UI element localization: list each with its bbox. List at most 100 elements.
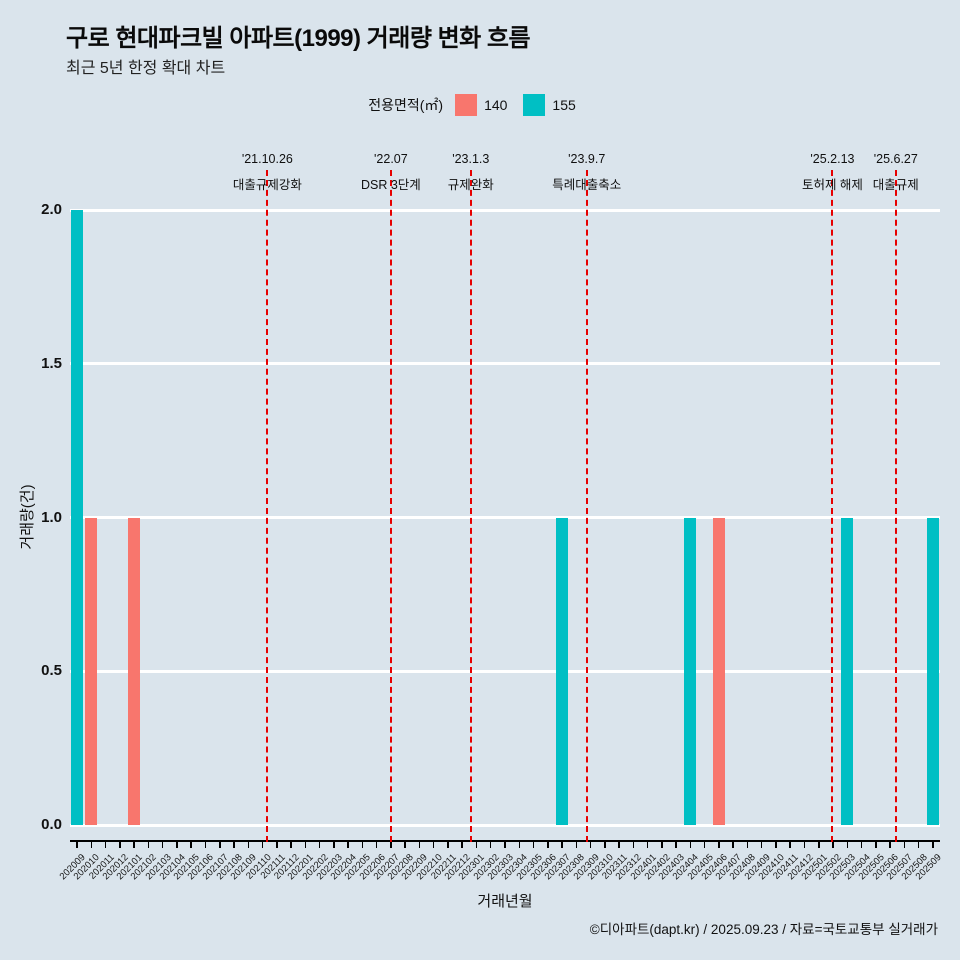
annotation-line (894, 170, 897, 842)
x-tick (447, 842, 449, 848)
x-tick (875, 842, 877, 848)
annotation-label: 대출규제 (872, 178, 919, 192)
x-tick (190, 842, 192, 848)
x-tick (247, 842, 250, 848)
annotation-date: '23.9.7 (568, 152, 606, 166)
bar-155-202503 (841, 517, 854, 825)
y-tick-label: 0.0 (41, 816, 62, 833)
x-tick (318, 842, 321, 848)
x-tick (119, 842, 121, 848)
chart-title: 구로 현대파크빌 아파트(1999) 거래량 변화 흐름 (66, 25, 531, 52)
legend-title: 전용면적(㎡) (368, 97, 444, 113)
annotation-date: '22.07 (374, 152, 408, 166)
y-axis-title: 거래량(건) (19, 484, 36, 550)
annotation-date: '21.10.26 (241, 152, 293, 166)
legend-item-label-140: 140 (484, 97, 508, 113)
x-tick (304, 842, 307, 848)
x-tick (746, 842, 749, 848)
x-tick (646, 842, 649, 848)
x-tick (204, 842, 207, 848)
x-tick (361, 842, 364, 848)
x-tick (375, 842, 378, 848)
bar-155-202404 (684, 517, 697, 825)
legend-swatch-140 (455, 94, 478, 116)
x-tick (846, 842, 849, 848)
x-tick (233, 842, 235, 848)
annotation-date: '25.6.27 (873, 152, 918, 166)
gridline (70, 362, 940, 366)
x-tick (775, 842, 777, 848)
x-tick (589, 842, 592, 848)
legend-items: 140 155 (455, 94, 592, 116)
x-tick (261, 842, 264, 848)
x-tick (347, 842, 349, 848)
x-tick (475, 842, 478, 848)
legend-swatch-155 (523, 94, 546, 116)
annotation-line (469, 170, 472, 842)
x-tick (161, 842, 164, 848)
x-tick (718, 842, 720, 848)
x-tick (760, 842, 763, 848)
chart-subtitle: 최근 5년 한정 확대 차트 (66, 60, 226, 77)
bar-155-202307 (556, 517, 569, 825)
x-tick (575, 842, 578, 848)
x-tick (276, 842, 278, 848)
bar-155-202009 (71, 210, 84, 825)
bar-140-202101 (128, 517, 141, 825)
x-tick (889, 842, 891, 848)
x-axis-line (70, 840, 940, 842)
annotation-line (266, 170, 269, 842)
x-tick (90, 842, 93, 848)
x-tick (832, 842, 834, 848)
x-tick (219, 842, 221, 848)
x-tick (675, 842, 677, 848)
x-tick (133, 842, 135, 848)
x-tick (818, 842, 820, 848)
x-tick (618, 842, 620, 848)
gridline (70, 669, 940, 673)
annotation-date: '25.2.13 (810, 152, 855, 166)
x-tick (518, 842, 520, 848)
x-tick (104, 842, 107, 848)
x-tick (504, 842, 506, 848)
annotation-label: 대출규제강화 (232, 178, 302, 192)
annotation-label: DSR 3단계 (360, 178, 421, 192)
x-tick (632, 842, 635, 848)
bar-155-202509 (926, 517, 939, 825)
y-tick-label: 1.5 (41, 354, 62, 372)
annotation-line (585, 170, 588, 842)
annotation-line (831, 170, 834, 842)
annotation-label: 규제완화 (447, 178, 494, 192)
x-tick (917, 842, 920, 848)
x-tick (489, 842, 492, 848)
x-tick (432, 842, 435, 848)
gridline (70, 823, 940, 827)
x-tick (547, 842, 549, 848)
x-tick (532, 842, 535, 848)
x-tick (932, 842, 934, 848)
legend: 전용면적(㎡) 140 155 (0, 94, 960, 116)
x-tick (290, 842, 292, 848)
x-tick (176, 842, 178, 848)
x-tick (604, 842, 606, 848)
x-tick (333, 842, 335, 848)
y-tick-label: 1.0 (41, 508, 62, 526)
annotation-label: 토허제 해제 (801, 178, 863, 192)
x-tick (661, 842, 663, 848)
x-axis-title: 거래년월 (477, 893, 533, 910)
x-tick (147, 842, 150, 848)
x-tick (860, 842, 863, 848)
gridline (70, 516, 940, 519)
x-tick (689, 842, 692, 848)
gridline (70, 208, 940, 212)
x-tick (461, 842, 463, 848)
x-tick (418, 842, 421, 848)
bar-140-202406 (712, 517, 725, 825)
x-tick (903, 842, 906, 848)
x-tick (703, 842, 706, 848)
footer-credit: ©디아파트(dapt.kr) / 2025.09.23 / 자료=국토교통부 실… (589, 922, 938, 937)
x-tick (404, 842, 406, 848)
bar-140-202010 (85, 517, 98, 825)
